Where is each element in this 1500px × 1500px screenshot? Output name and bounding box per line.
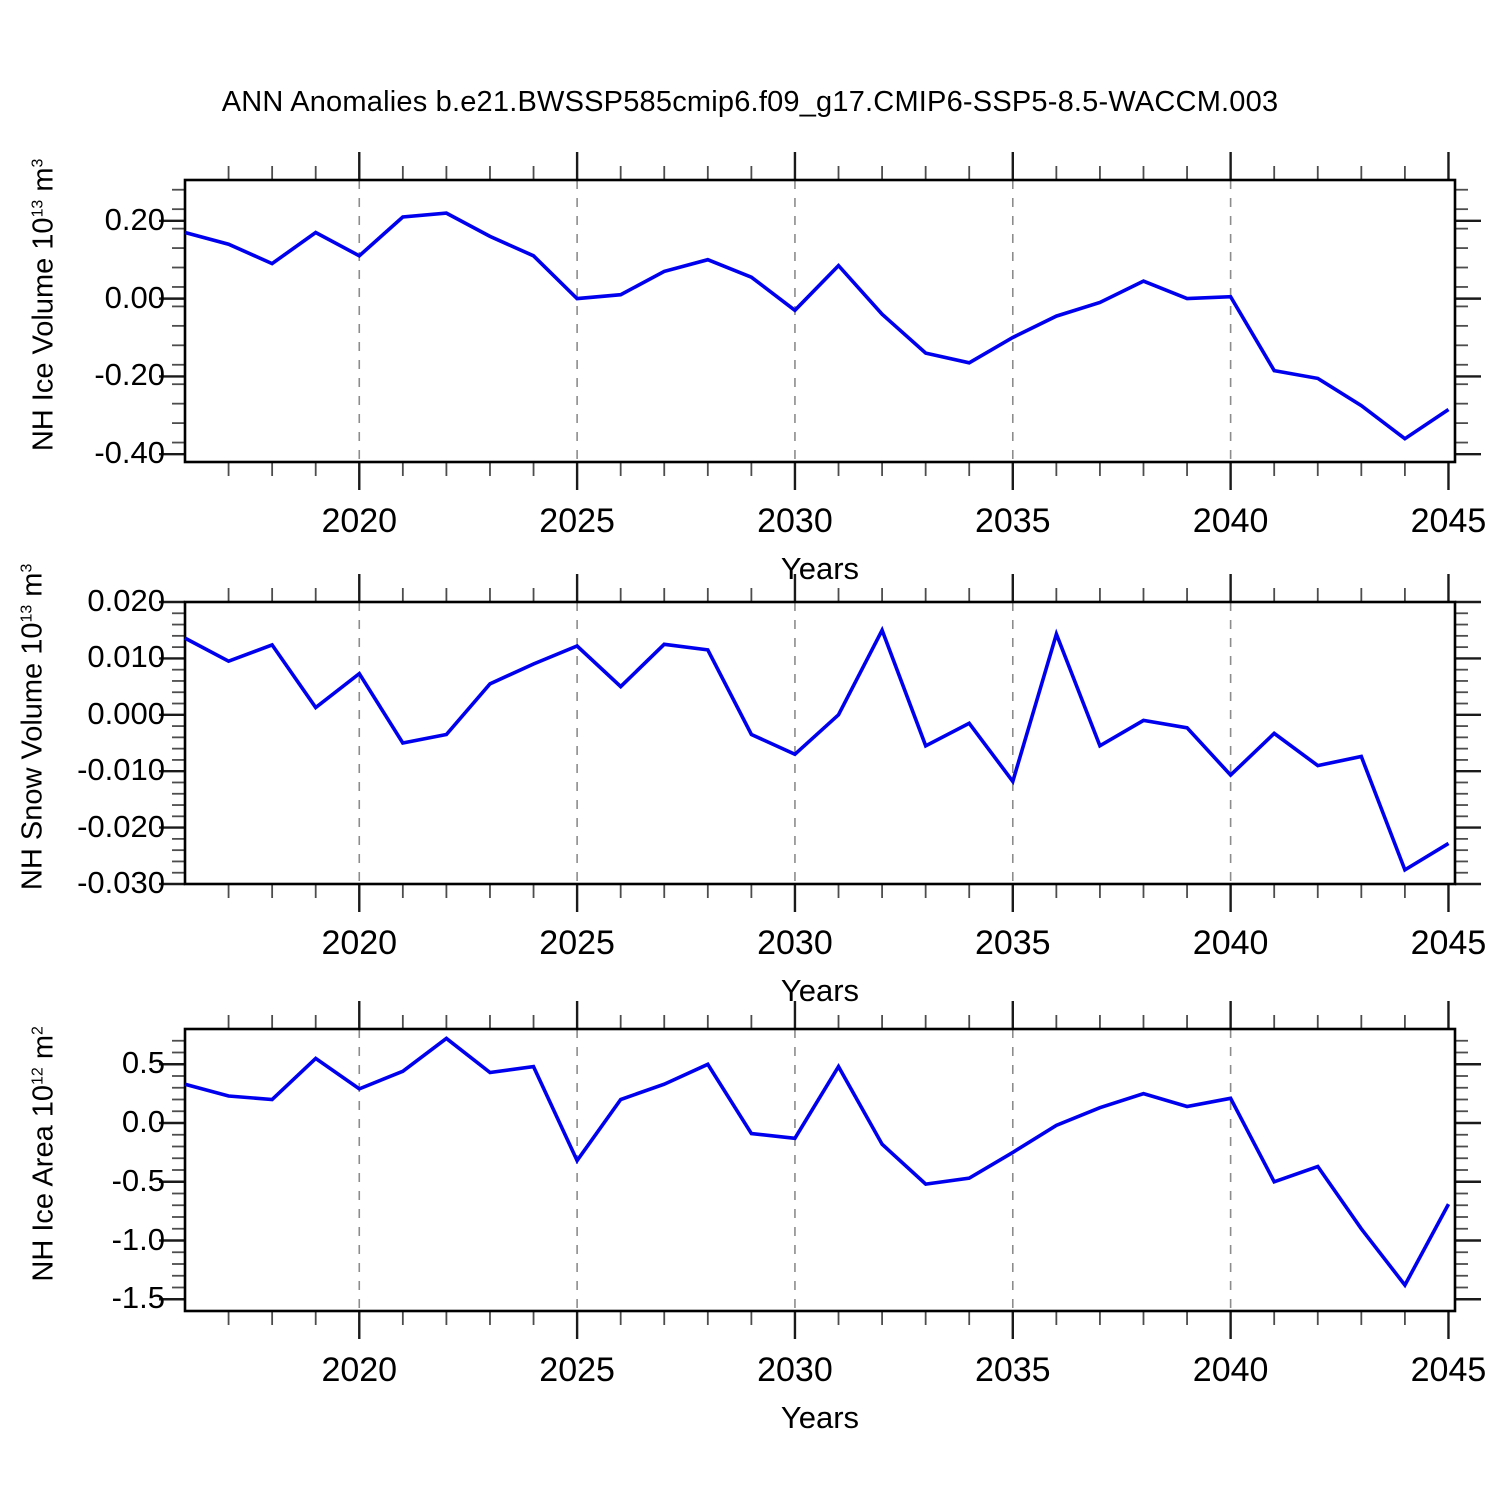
y-tick-label: 0.20 (104, 201, 165, 237)
x-tick-label: 2035 (974, 924, 1051, 962)
x-tick-label: 2030 (757, 502, 833, 540)
y-tick-label: -1.0 (111, 1221, 165, 1257)
y-axis-title-text: NH Ice Volume 10 (27, 217, 60, 452)
x-tick-label: 2040 (1192, 502, 1269, 540)
y-axis-title-exponent: 12 (29, 1067, 47, 1085)
y-axis-title-exponent: 13 (18, 604, 36, 623)
y-axis-title-text: NH Snow Volume 10 (16, 622, 49, 891)
x-tick-label: 2040 (1192, 924, 1269, 962)
x-tick-label: 2035 (974, 1351, 1051, 1389)
y-tick-label: -0.020 (77, 808, 165, 844)
y-tick-label: -0.20 (94, 357, 165, 393)
y-axis-title-unit: m (27, 167, 60, 200)
y-tick-label: 0.5 (121, 1045, 165, 1081)
x-tick-label: 2045 (1410, 1351, 1487, 1389)
y-tick-label: -0.5 (111, 1162, 165, 1198)
x-tick-label: 2030 (757, 1351, 833, 1389)
x-tick-label: 2035 (974, 502, 1051, 540)
chart-title: ANN Anomalies b.e21.BWSSP585cmip6.f09_g1… (221, 86, 1279, 118)
y-tick-label: 0.0 (121, 1104, 165, 1139)
x-tick-label: 2020 (321, 502, 398, 540)
y-tick-label: 0.000 (87, 695, 165, 731)
y-axis-title-snow-volume: NH Snow Volume 1013 m3 (0, 564, 83, 923)
panel-3-plot (159, 1001, 1481, 1339)
plot-frame (183, 600, 1457, 886)
y-axis-title-unit: m (27, 1035, 60, 1068)
x-tick-label: 2025 (539, 924, 615, 962)
y-tick-label: -0.010 (77, 752, 165, 788)
plot-frame (183, 178, 1457, 464)
x-tick-label: 2045 (1410, 924, 1487, 962)
y-axis-title-unit-exponent: 3 (29, 158, 47, 168)
panel-1-plot (159, 152, 1481, 490)
y-tick-label: 0.010 (87, 639, 165, 675)
x-tick-label: 2040 (1192, 1351, 1269, 1389)
y-axis-title-exponent: 13 (29, 199, 47, 218)
y-axis-title-ice-area: NH Ice Area 1012 m2 (0, 1026, 94, 1314)
series-line-panel-2 (184, 625, 1450, 873)
x-axis-title-panel-2: Years (780, 973, 860, 1008)
y-axis-title-text: NH Ice Area 10 (27, 1084, 60, 1282)
series-line-panel-3 (184, 1036, 1451, 1289)
x-axis-title-panel-1: Years (780, 551, 860, 586)
y-axis-title-unit-exponent: 3 (18, 563, 36, 573)
x-tick-label: 2030 (757, 924, 833, 962)
y-tick-label: -0.40 (94, 435, 165, 471)
y-axis-title-unit: m (16, 572, 49, 605)
x-tick-label: 2020 (321, 924, 398, 962)
y-tick-label: 0.00 (104, 279, 165, 315)
y-tick-label: -1.5 (111, 1280, 165, 1316)
x-tick-label: 2020 (321, 1351, 398, 1389)
series-line-panel-1 (184, 211, 1450, 441)
x-tick-label: 2025 (539, 1351, 615, 1389)
y-axis-title-unit-exponent: 2 (29, 1026, 47, 1036)
x-tick-label: 2045 (1410, 502, 1487, 540)
x-tick-label: 2025 (539, 502, 615, 540)
y-axis-title-ice-volume: NH Ice Volume 1013 m3 (0, 159, 94, 484)
x-axis-title-panel-3: Years (780, 1400, 860, 1435)
y-tick-label: -0.030 (77, 865, 165, 900)
plot-frame (183, 1027, 1457, 1313)
panel-2-plot (159, 574, 1481, 912)
y-tick-label: 0.020 (87, 583, 165, 618)
